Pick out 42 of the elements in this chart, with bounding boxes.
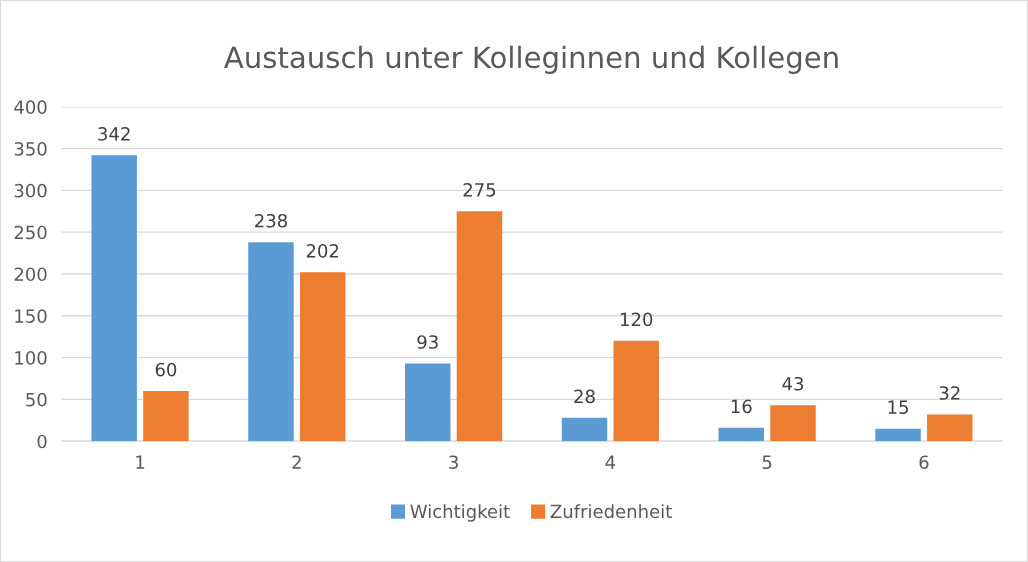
x-tick-label: 3 xyxy=(449,455,458,470)
x-tick-label: 1 xyxy=(136,455,145,469)
x-tick-label: 6 xyxy=(919,455,929,470)
x-tick-label: 5 xyxy=(762,455,772,470)
data-label: 16 xyxy=(731,399,752,414)
y-tick-label: 250 xyxy=(14,225,47,240)
y-tick-label: 50 xyxy=(26,392,47,407)
data-label: 202 xyxy=(306,244,339,258)
x-tick-label: 4 xyxy=(605,455,616,469)
bar xyxy=(248,242,294,442)
bar xyxy=(927,414,973,442)
data-label: 28 xyxy=(574,389,595,404)
y-tick-label: 150 xyxy=(15,309,47,323)
bar xyxy=(770,405,816,442)
data-label: 15 xyxy=(888,400,908,415)
bar xyxy=(718,427,765,442)
data-label: 93 xyxy=(417,335,438,349)
y-tick-label: 300 xyxy=(14,183,47,198)
x-tick-label: 2 xyxy=(292,455,301,469)
data-label: 60 xyxy=(155,362,177,377)
y-tick-label: 200 xyxy=(14,267,47,282)
bar xyxy=(143,391,189,442)
data-label: 342 xyxy=(98,127,130,141)
data-label: 120 xyxy=(620,312,653,327)
legend-label: Zufriedenheit xyxy=(550,504,672,519)
data-label: 32 xyxy=(939,386,960,400)
bar xyxy=(299,272,346,442)
bar xyxy=(613,340,659,442)
bar xyxy=(561,417,608,442)
data-label: 238 xyxy=(255,213,287,228)
y-tick-label: 400 xyxy=(14,100,47,114)
bar xyxy=(456,211,503,442)
data-label: 275 xyxy=(463,183,496,197)
y-tick-label: 100 xyxy=(15,351,47,365)
legend-label: Wichtigkeit xyxy=(410,504,510,522)
chart-title: Austausch unter Kolleginnen und Kollegen xyxy=(224,45,838,74)
y-tick-label: 0 xyxy=(37,434,47,449)
y-tick-label: 350 xyxy=(14,142,47,156)
bar xyxy=(875,428,921,442)
data-label: 43 xyxy=(782,376,804,391)
bar xyxy=(405,363,451,442)
bar xyxy=(91,155,137,442)
